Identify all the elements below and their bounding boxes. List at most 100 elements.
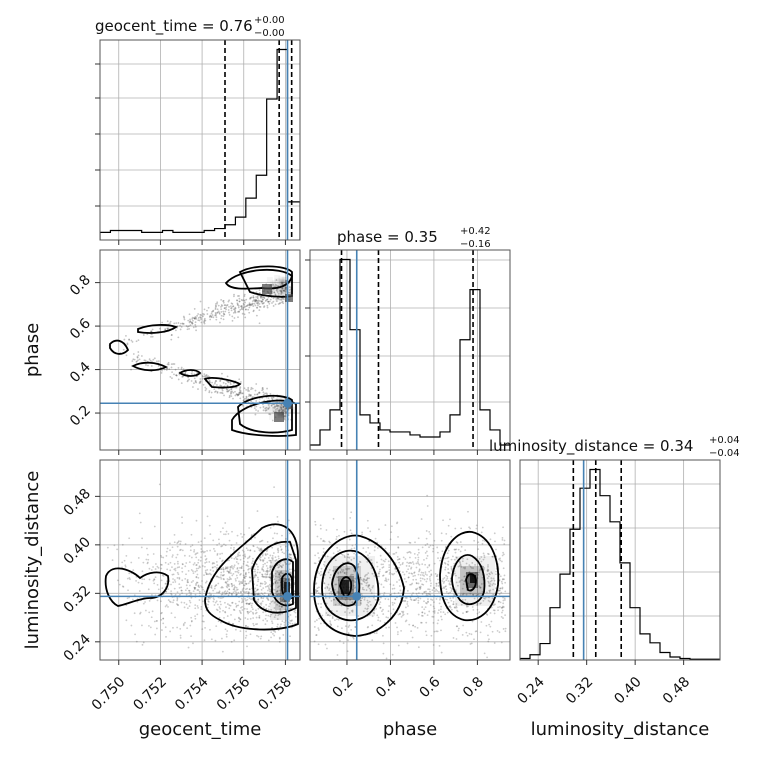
sample-point <box>354 625 357 628</box>
sample-point <box>267 585 270 587</box>
sample-point <box>245 599 247 602</box>
sample-point <box>183 316 186 319</box>
sample-point <box>419 579 422 582</box>
sample-point <box>202 383 205 386</box>
sample-point <box>268 576 271 579</box>
sample-point <box>332 598 335 601</box>
sample-point <box>349 593 352 596</box>
sample-point <box>187 376 190 379</box>
sample-point <box>377 547 379 549</box>
sample-point <box>384 579 387 582</box>
sample-point <box>216 384 218 386</box>
sample-point <box>489 583 492 585</box>
sample-point <box>319 574 322 577</box>
sample-point <box>245 571 247 574</box>
sample-point <box>256 510 259 512</box>
sample-point <box>473 638 475 641</box>
sample-point <box>225 606 227 609</box>
x-axis-label-phase: phase <box>383 719 437 740</box>
sample-point <box>245 583 248 585</box>
sample-point <box>276 407 278 410</box>
sample-point <box>225 582 228 585</box>
sample-point <box>230 390 232 393</box>
sample-point <box>248 527 251 529</box>
sample-point <box>368 584 371 586</box>
sample-point <box>277 566 280 569</box>
sample-point <box>228 313 231 316</box>
sample-point <box>351 609 354 612</box>
sample-point <box>443 576 446 579</box>
density-cell <box>278 292 285 299</box>
sample-point <box>281 551 284 554</box>
sample-point <box>172 573 175 576</box>
sample-point <box>450 535 453 538</box>
sample-point <box>155 620 158 622</box>
sample-point <box>141 570 144 573</box>
density-cell <box>271 408 278 415</box>
sample-point <box>175 322 178 325</box>
sample-point <box>226 584 229 587</box>
sample-point <box>447 564 450 566</box>
sample-point <box>230 547 232 549</box>
sample-point <box>254 568 256 571</box>
sample-point <box>164 328 167 331</box>
sample-point <box>243 607 246 610</box>
sample-point <box>275 403 278 406</box>
density-cell <box>281 291 288 298</box>
sample-point <box>400 629 402 632</box>
sample-point <box>195 581 198 584</box>
sample-point <box>220 545 223 548</box>
sample-point <box>402 599 405 602</box>
sample-point <box>435 585 438 587</box>
sample-point <box>367 546 370 549</box>
sample-point <box>466 558 469 561</box>
sample-point <box>494 583 497 586</box>
sample-point <box>182 315 185 318</box>
sample-point <box>252 296 255 299</box>
sample-point <box>162 622 165 625</box>
sample-point <box>192 319 194 322</box>
sample-point <box>346 650 349 653</box>
sample-point <box>175 374 177 377</box>
sample-point <box>219 557 221 560</box>
sample-point <box>184 565 187 568</box>
sample-point <box>179 636 182 639</box>
sample-point <box>170 593 173 596</box>
sample-point <box>434 590 436 592</box>
sample-point <box>218 590 221 593</box>
sample-point <box>293 601 296 604</box>
sample-point <box>378 575 380 578</box>
sample-point <box>455 548 458 551</box>
sample-point <box>275 289 278 292</box>
sample-point <box>256 584 258 587</box>
sample-point <box>236 555 239 558</box>
sample-point <box>192 563 195 566</box>
sample-point <box>255 299 258 302</box>
sample-point <box>429 590 431 593</box>
sample-point <box>396 581 398 583</box>
sample-point <box>495 587 497 590</box>
sample-point <box>247 582 250 585</box>
sample-point <box>201 580 203 582</box>
sample-point <box>199 380 202 383</box>
sample-point <box>350 628 353 631</box>
sample-point <box>347 639 349 642</box>
sample-point <box>468 571 471 574</box>
sample-point <box>258 557 261 560</box>
sample-point <box>221 545 224 547</box>
sample-point <box>406 642 409 645</box>
sample-point <box>430 574 433 577</box>
density-cell <box>271 401 278 408</box>
sample-point <box>261 387 264 390</box>
sample-point <box>280 290 283 293</box>
sample-point <box>394 598 397 600</box>
density-core <box>262 284 272 294</box>
sample-point <box>457 584 459 587</box>
sample-point <box>194 617 197 620</box>
sample-point <box>492 593 495 596</box>
sample-point <box>248 576 251 579</box>
sample-point <box>181 563 184 565</box>
sample-point <box>326 647 328 650</box>
sample-point <box>367 554 369 557</box>
sample-point <box>266 553 269 555</box>
